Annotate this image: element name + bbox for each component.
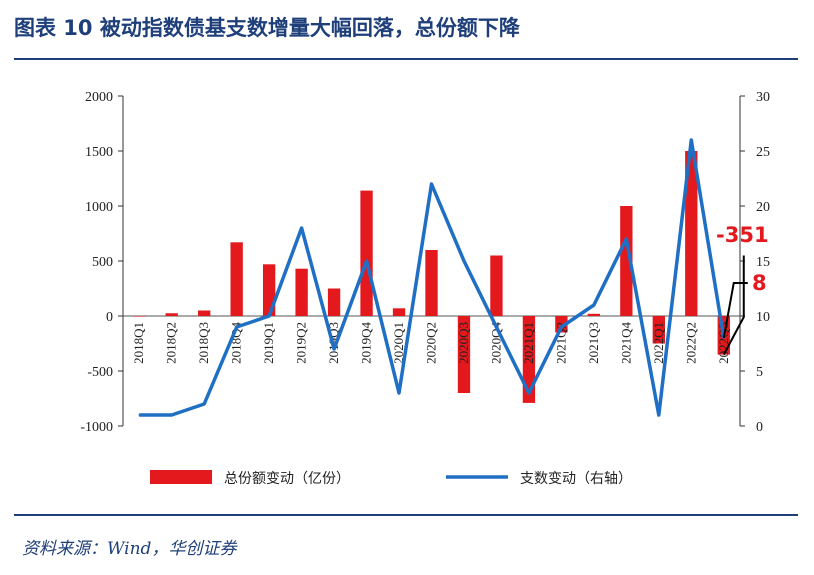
right-tick-label: 20 xyxy=(756,200,770,215)
x-tick-label: 2018Q3 xyxy=(196,322,211,364)
x-tick-labels: 2018Q1 2018Q2 2018Q3 2018Q4 2019Q1 2019Q2 2019… xyxy=(131,322,731,364)
line-point xyxy=(495,326,498,328)
line-point xyxy=(333,348,335,350)
line-point xyxy=(463,260,465,262)
bar xyxy=(198,310,211,316)
x-tick-label: 2018Q2 xyxy=(164,322,179,364)
x-tick-label: 2022Q2 xyxy=(683,322,698,364)
x-tick-label: 2022Q3 xyxy=(716,322,731,364)
bar xyxy=(587,313,601,316)
bar xyxy=(133,316,146,317)
x-tick-label: 2021Q1 xyxy=(521,322,536,364)
line-point xyxy=(138,414,141,416)
x-tick-label: 2020Q3 xyxy=(456,322,471,364)
x-tick-label: 2021Q3 xyxy=(586,322,601,364)
line-point xyxy=(430,183,433,185)
figure-title: 图表 10 被动指数债基支数增量大幅回落，总份额下降 xyxy=(14,16,520,40)
line-point xyxy=(593,304,595,306)
line-annotation: 8 xyxy=(752,271,767,295)
bar-annotation: -351 xyxy=(716,223,769,247)
left-tick-label: 0 xyxy=(106,310,113,325)
left-tick-label: 2000 xyxy=(85,90,113,105)
line-point xyxy=(170,414,173,416)
right-tick-label: 25 xyxy=(756,145,770,160)
line-point xyxy=(625,238,628,240)
left-tick-label: 500 xyxy=(92,255,113,270)
x-tick-label: 2020Q2 xyxy=(424,322,439,364)
bar xyxy=(620,206,633,316)
line-point xyxy=(658,414,660,416)
x-tick-label: 2019Q2 xyxy=(294,322,309,364)
x-tick-label: 2020Q1 xyxy=(391,322,406,364)
line-point xyxy=(365,260,368,262)
source-note: 资料来源：Wind，华创证券 xyxy=(22,539,237,559)
bar xyxy=(555,316,568,333)
x-tick-label: 2021Q4 xyxy=(618,322,633,364)
x-tick-label: 2019Q4 xyxy=(359,322,374,364)
axes: -1000 -500 0 500 1000 1500 2000 0 5 10 15 20 25 30 xyxy=(80,90,770,435)
left-tick-label: -1000 xyxy=(80,420,113,435)
line-point xyxy=(690,139,693,141)
left-tick-label: 1000 xyxy=(85,200,113,215)
left-tick-label: -500 xyxy=(87,365,113,380)
line-point xyxy=(235,326,238,328)
bar xyxy=(652,316,665,344)
bar xyxy=(490,255,503,316)
annotation-leader xyxy=(722,255,745,356)
annotation-leader xyxy=(722,282,748,339)
line-point xyxy=(203,403,205,405)
bar xyxy=(522,316,536,403)
line-series xyxy=(138,138,726,417)
legend-label-line: 支数变动（右轴） xyxy=(520,471,632,487)
bar xyxy=(392,308,406,316)
x-tick-label: 2022Q1 xyxy=(651,322,666,364)
x-tick-label: 2018Q1 xyxy=(131,322,146,364)
annotations: -351 8 xyxy=(716,223,769,356)
right-tick-label: 5 xyxy=(756,365,763,380)
line-point xyxy=(300,227,303,229)
bar xyxy=(685,151,698,316)
bar xyxy=(230,242,243,316)
line-point xyxy=(560,326,563,328)
x-tick-label: 2019Q1 xyxy=(261,322,276,364)
bar xyxy=(425,250,438,316)
legend-label-bar: 总份额变动（亿份） xyxy=(224,471,350,487)
line-point xyxy=(398,392,400,394)
right-tick-label: 10 xyxy=(756,310,770,325)
right-tick-label: 30 xyxy=(756,90,770,105)
line-point xyxy=(268,315,270,317)
x-tick-label: 2018Q4 xyxy=(229,322,244,364)
line-point xyxy=(528,392,530,394)
left-tick-label: 1500 xyxy=(85,145,113,160)
bar xyxy=(457,316,471,393)
bar xyxy=(295,268,308,316)
bar xyxy=(327,288,341,316)
legend: 总份额变动（亿份） 支数变动（右轴） xyxy=(150,470,632,487)
source-rule xyxy=(14,514,798,516)
right-tick-label: 15 xyxy=(756,255,770,270)
right-tick-label: 0 xyxy=(756,420,763,435)
bar xyxy=(165,313,178,316)
legend-swatch-bar xyxy=(150,470,212,484)
title-rule xyxy=(14,58,798,60)
bar xyxy=(360,190,373,316)
